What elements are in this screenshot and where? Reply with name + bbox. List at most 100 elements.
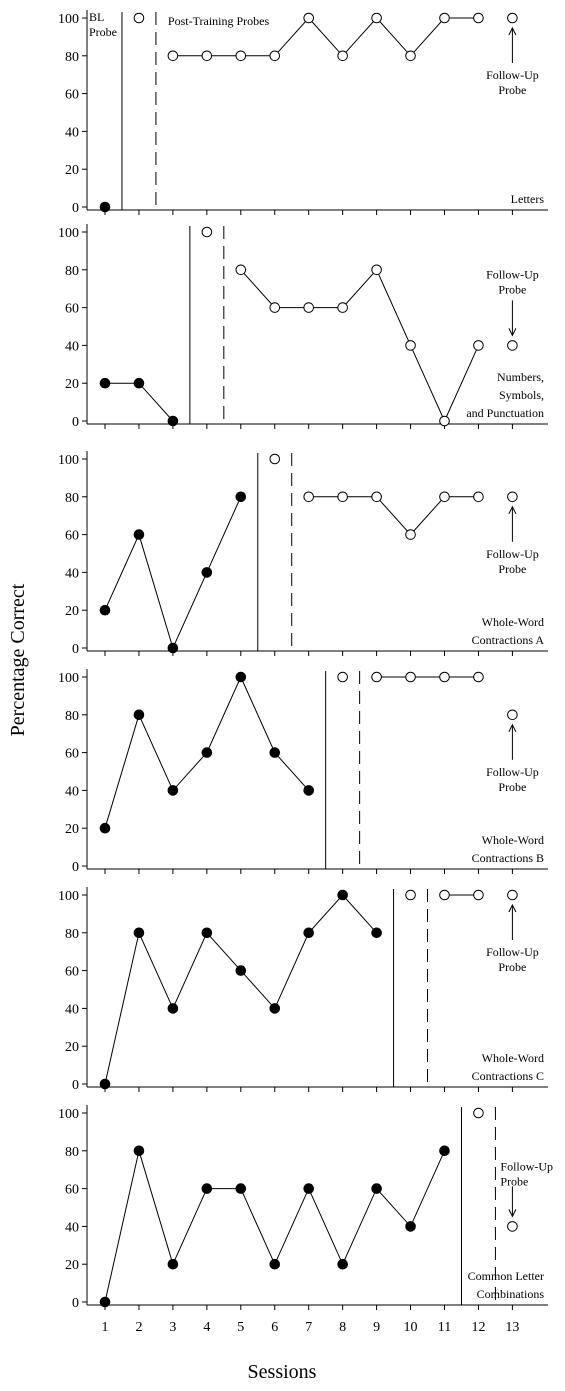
post-training-point	[439, 12, 450, 24]
panel-5: 0 20 40 60 80 100 Whole-Word Contractions C Foll…	[58, 887, 548, 1093]
baseline-point	[167, 642, 179, 654]
post-training-point	[303, 302, 315, 313]
panel-3: 0 20 40 60 80 100 Whole-Word Contractions A Foll…	[58, 451, 548, 657]
baseline-point	[303, 785, 315, 796]
post-training-point	[269, 302, 281, 313]
panel-label: Whole-Word Contractions C	[472, 1051, 544, 1083]
baseline-point	[235, 671, 247, 683]
panel-1: 0 20 40 60 80 100 Letters Follow-Up Probe BL Probe…	[58, 10, 548, 216]
baseline-point	[235, 965, 247, 976]
x-tick-label: 2	[135, 1320, 142, 1335]
y-tick-label: 60	[65, 88, 79, 103]
baseline-point	[167, 785, 179, 796]
y-tick-label: 0	[72, 1078, 79, 1093]
post-training-point	[371, 671, 382, 683]
y-tick-label: 100	[58, 453, 79, 468]
y-tick-label: 80	[65, 50, 79, 65]
x-tick-label: 13	[505, 1320, 519, 1335]
baseline-point	[201, 1183, 213, 1194]
y-tick-label: 20	[65, 377, 79, 392]
baseline-point	[337, 889, 348, 901]
panel-6: 0 20 40 60 80 100 Common Letter Combinations Fol…	[58, 1105, 553, 1311]
followup-label: Follow-Up Probe	[486, 267, 539, 296]
followup-arrowhead	[508, 1209, 517, 1218]
post-training-point	[337, 50, 348, 62]
panel-label: Common Letter Combinations	[468, 1269, 545, 1301]
post-training-point	[473, 671, 484, 683]
y-tick-label: 0	[72, 642, 79, 657]
baseline-point	[133, 529, 145, 540]
baseline-series-line	[104, 1148, 445, 1303]
panel-label: Numbers, Symbols, and Punctuation	[466, 370, 544, 420]
post-training-point	[269, 50, 281, 62]
post-training-point	[167, 50, 179, 62]
x-tick-label: 4	[203, 1320, 210, 1335]
baseline-point	[99, 377, 111, 389]
followup-arrowhead	[508, 505, 517, 515]
y-tick-label: 20	[65, 822, 79, 837]
panel-label: Letters	[511, 192, 545, 206]
y-tick-label: 60	[65, 302, 79, 317]
post-training-point	[405, 50, 416, 62]
y-tick-label: 20	[65, 163, 79, 178]
baseline-point	[99, 822, 111, 834]
post-training-point	[473, 340, 484, 351]
post-training-point	[507, 709, 518, 721]
x-tick-label: 6	[271, 1320, 278, 1335]
post-training-point	[133, 12, 145, 24]
x-tick-label: 3	[169, 1320, 176, 1335]
y-tick-label: 100	[58, 671, 79, 686]
baseline-series-line	[104, 894, 377, 1085]
panel-label: Whole-Word Contractions A	[472, 615, 545, 647]
y-tick-label: 100	[58, 226, 79, 241]
baseline-point	[269, 1003, 281, 1014]
x-axis-label: Sessions	[248, 1361, 317, 1383]
y-tick-label: 40	[65, 125, 79, 140]
y-tick-label: 80	[65, 264, 79, 279]
y-tick-label: 20	[65, 1258, 79, 1273]
phase-label-post-training: Post-Training Probes	[168, 14, 270, 28]
post-training-point	[371, 491, 382, 503]
followup-label: Follow-Up Probe	[486, 945, 539, 974]
y-tick-label: 40	[65, 339, 79, 354]
phase-label-baseline: BL Probe	[89, 10, 117, 39]
baseline-point	[167, 415, 179, 427]
post-training-point	[303, 12, 315, 24]
x-tick-label: 5	[237, 1320, 244, 1335]
baseline-point	[303, 927, 315, 939]
post-training-point	[235, 50, 247, 62]
post-training-point	[405, 889, 416, 901]
baseline-point	[99, 201, 111, 213]
post-training-point	[201, 226, 213, 238]
baseline-point	[99, 1296, 111, 1308]
post-training-point	[473, 1107, 484, 1119]
baseline-point	[405, 1221, 416, 1232]
y-tick-label: 60	[65, 747, 79, 762]
y-tick-label: 0	[72, 860, 79, 875]
panel-2: 0 20 40 60 80 100 Numbers, Symbols, and Punctuat…	[58, 224, 548, 430]
baseline-point	[201, 927, 213, 939]
post-training-point	[507, 889, 518, 901]
panel-4: 0 20 40 60 80 100 Whole-Word Contractions B Foll…	[58, 669, 548, 875]
x-tick-label: 9	[373, 1320, 380, 1335]
post-training-point	[303, 491, 315, 503]
y-tick-label: 40	[65, 566, 79, 581]
post-training-point	[439, 491, 450, 503]
y-tick-label: 100	[58, 12, 79, 27]
x-tick-labels: 1 2 3 4 5 6 7 8 9 10 11 12 13	[102, 1320, 520, 1335]
baseline-point	[235, 491, 247, 503]
followup-label: Follow-Up Probe	[486, 547, 539, 576]
post-training-point	[337, 671, 348, 683]
panel-label: Whole-Word Contractions B	[472, 833, 544, 865]
x-tick-label: 1	[102, 1320, 109, 1335]
post-training-point	[201, 50, 213, 62]
baseline-point	[167, 1258, 179, 1270]
baseline-series-line	[105, 382, 174, 422]
y-tick-label: 80	[65, 709, 79, 724]
baseline-point	[99, 604, 111, 616]
post-training-point	[405, 529, 416, 540]
post-training-point	[507, 340, 518, 351]
post-training-series-line	[308, 496, 479, 536]
